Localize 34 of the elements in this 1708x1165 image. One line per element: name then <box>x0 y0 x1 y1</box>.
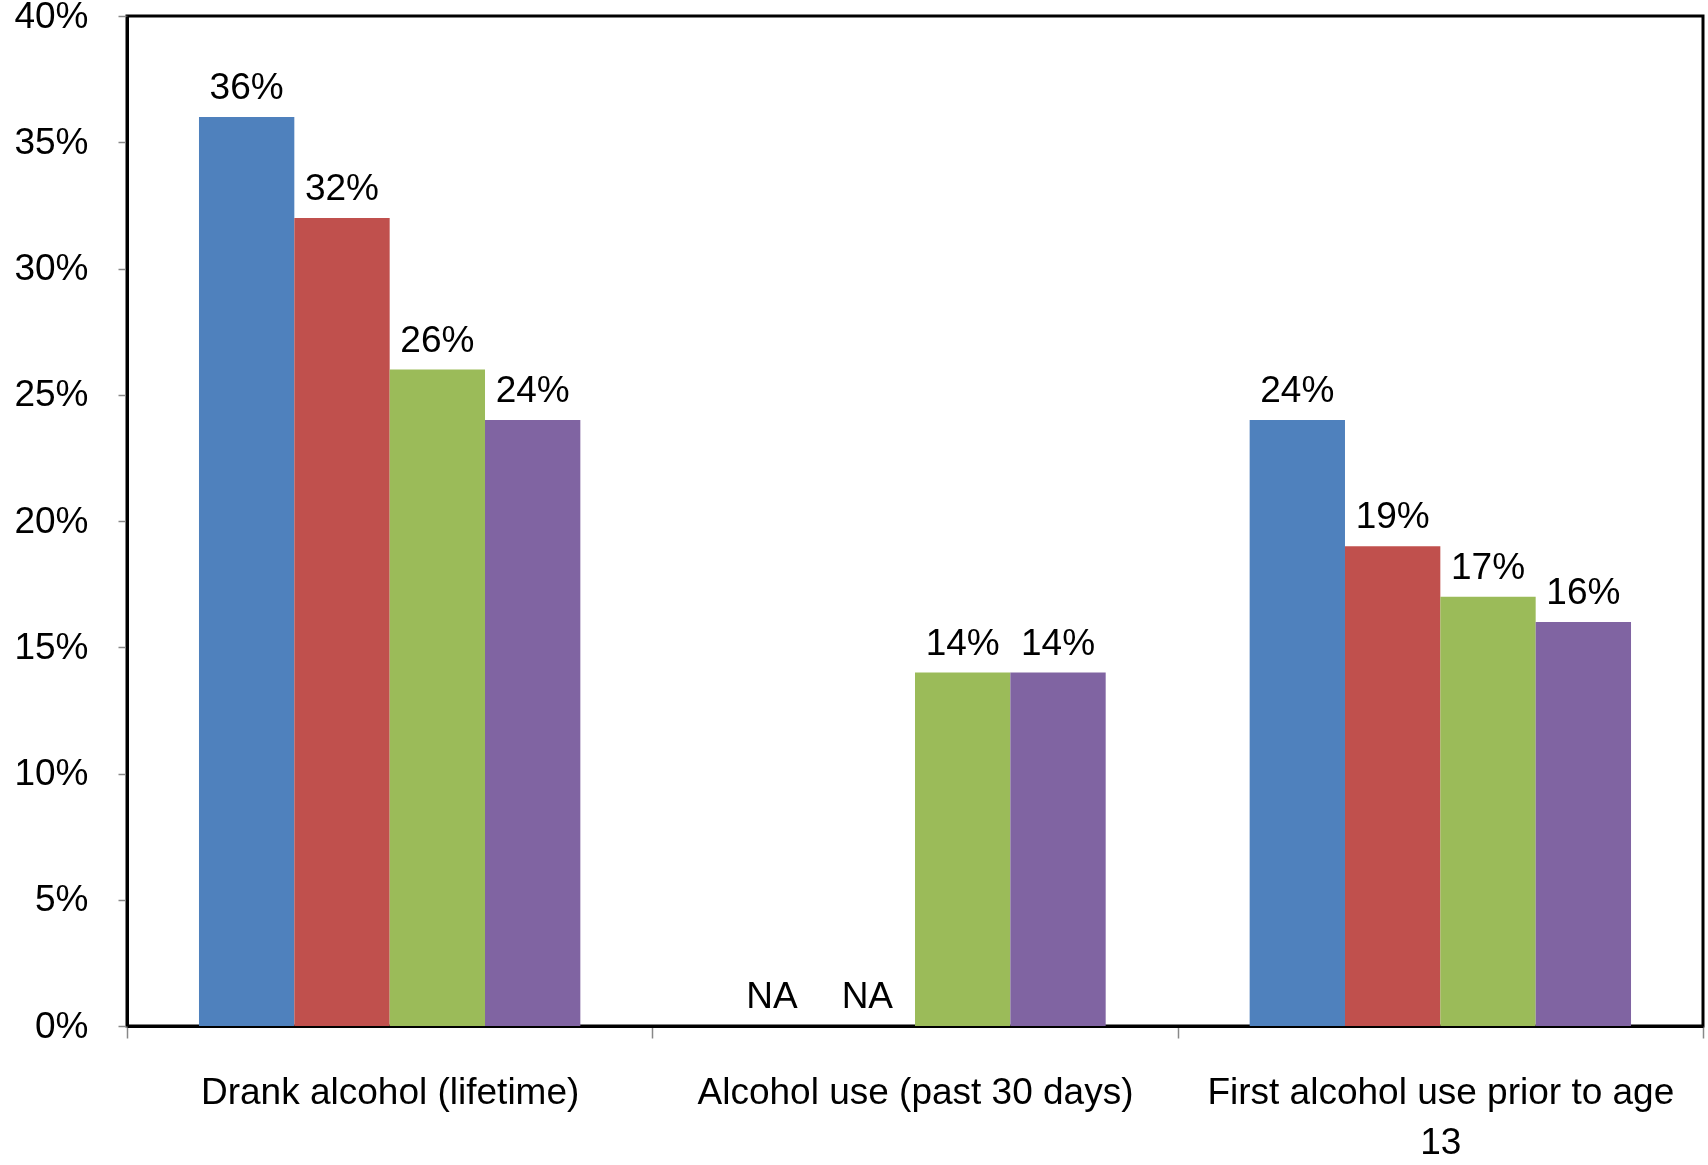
y-tick-label: 30% <box>14 247 89 288</box>
data-label: 19% <box>1355 495 1430 537</box>
bar <box>1440 596 1536 1026</box>
y-tick-label: 15% <box>14 625 89 667</box>
bar <box>389 369 486 1026</box>
bar <box>915 672 1011 1026</box>
y-tick-label: 40% <box>14 0 89 36</box>
bar <box>294 218 390 1026</box>
data-label: 32% <box>304 167 380 208</box>
x-tick-label: Alcohol use (past 30 days) <box>697 1070 1134 1112</box>
bar <box>1344 546 1441 1026</box>
data-label: 16% <box>1546 571 1621 612</box>
text: NA <box>841 975 894 1016</box>
data-label: 14% <box>925 621 1000 663</box>
bar <box>198 117 295 1026</box>
y-tick-label: 20% <box>14 499 89 541</box>
x-tick-label: First alcohol use prior to age 13 <box>1207 1070 1675 1162</box>
y-tick-label: 35% <box>14 120 89 162</box>
text: NA <box>746 975 798 1016</box>
x-tick-label: Drank alcohol (lifetime) <box>200 1070 580 1112</box>
bar <box>485 420 581 1026</box>
data-label: 14% <box>1020 621 1096 663</box>
bar <box>1535 622 1632 1026</box>
data-label: 17% <box>1450 545 1526 587</box>
data-label: 24% <box>1260 369 1335 410</box>
data-label: 36% <box>209 66 284 107</box>
data-label: 26% <box>400 318 475 360</box>
bar <box>1010 672 1106 1026</box>
y-tick-label: 5% <box>35 878 89 920</box>
y-tick-label: 10% <box>14 752 89 793</box>
y-tick-label: 25% <box>14 373 89 415</box>
data-label: 24% <box>495 369 570 410</box>
bar <box>1249 420 1345 1026</box>
y-tick-label: 0% <box>35 1004 89 1046</box>
